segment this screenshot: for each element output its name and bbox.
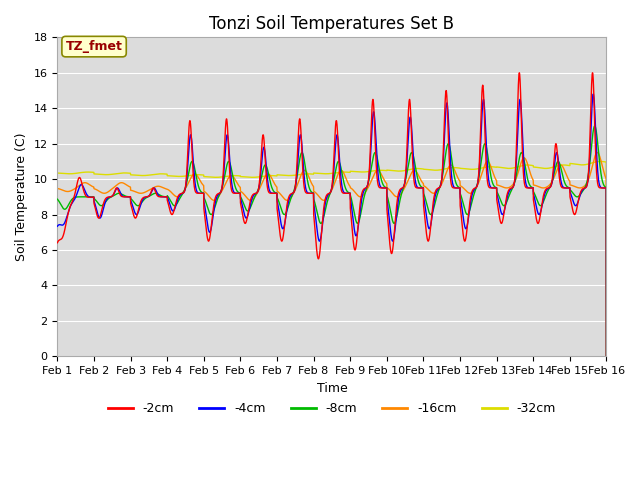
-32cm — [288, 173, 296, 179]
Text: TZ_fmet: TZ_fmet — [66, 40, 122, 53]
-2cm — [148, 186, 156, 192]
-32cm — [603, 353, 611, 359]
-32cm — [532, 165, 540, 170]
-8cm — [116, 191, 124, 196]
-16cm — [603, 353, 611, 359]
Line: -2cm: -2cm — [58, 73, 607, 356]
-16cm — [532, 183, 540, 189]
-8cm — [288, 193, 296, 199]
-2cm — [116, 192, 124, 197]
-4cm — [54, 223, 61, 229]
-32cm — [264, 173, 272, 179]
-8cm — [264, 168, 272, 174]
-2cm — [264, 187, 272, 193]
X-axis label: Time: Time — [317, 382, 348, 395]
-8cm — [591, 123, 598, 129]
-2cm — [592, 155, 600, 161]
-4cm — [603, 353, 611, 359]
-16cm — [116, 180, 124, 186]
-8cm — [592, 126, 600, 132]
-4cm — [589, 91, 597, 97]
-16cm — [288, 193, 296, 199]
-8cm — [54, 196, 61, 202]
-16cm — [592, 152, 600, 157]
Line: -8cm: -8cm — [58, 126, 607, 356]
-2cm — [603, 353, 611, 359]
-16cm — [593, 150, 601, 156]
Title: Tonzi Soil Temperatures Set B: Tonzi Soil Temperatures Set B — [209, 15, 454, 33]
-4cm — [116, 189, 124, 195]
-8cm — [603, 353, 611, 359]
-2cm — [589, 70, 596, 76]
-4cm — [592, 132, 600, 138]
-8cm — [148, 192, 156, 197]
Y-axis label: Soil Temperature (C): Soil Temperature (C) — [15, 132, 28, 261]
Legend: -2cm, -4cm, -8cm, -16cm, -32cm: -2cm, -4cm, -8cm, -16cm, -32cm — [103, 397, 561, 420]
-4cm — [532, 204, 540, 210]
-4cm — [148, 187, 156, 192]
-16cm — [148, 185, 156, 191]
-4cm — [288, 192, 296, 197]
Line: -4cm: -4cm — [58, 94, 607, 356]
-8cm — [532, 196, 540, 202]
-32cm — [116, 170, 124, 176]
-16cm — [54, 186, 61, 192]
Line: -16cm: -16cm — [58, 153, 607, 356]
-4cm — [264, 180, 272, 186]
-32cm — [596, 158, 604, 164]
-16cm — [264, 171, 272, 177]
Line: -32cm: -32cm — [58, 161, 607, 356]
-32cm — [148, 172, 156, 178]
-2cm — [532, 216, 540, 222]
-2cm — [54, 240, 61, 246]
-2cm — [288, 191, 296, 196]
-32cm — [54, 170, 61, 176]
-32cm — [592, 159, 600, 165]
